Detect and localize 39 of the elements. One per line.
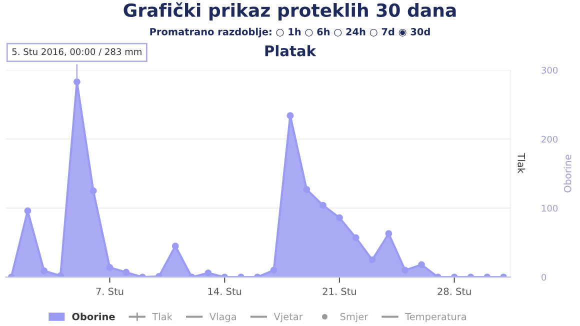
y-tick-label: 100: [542, 204, 558, 212]
text: Promatrano razdoblje: ○ 1h ○ 6h ○ 24h ○ 7d ◉ 30d: [150, 28, 430, 38]
point: [270, 266, 278, 274]
point: [418, 261, 425, 268]
point: [172, 242, 179, 250]
x-tick-label: 7. Stu: [96, 288, 124, 296]
legend-label: Vjetar: [274, 312, 303, 322]
point: [352, 234, 360, 242]
point: [336, 214, 343, 222]
point: [303, 186, 310, 193]
point: [286, 112, 294, 120]
point: [320, 202, 327, 209]
point: [90, 187, 97, 194]
y-axis-title: Oborine: [564, 154, 572, 192]
chart-title: Grafički prikaz proteklih 30 dana: [124, 2, 456, 21]
point: [40, 267, 48, 274]
legend-label: Oborine: [72, 312, 115, 320]
point: [368, 256, 376, 264]
legend-label: Vlaga: [209, 312, 236, 322]
point: [204, 269, 212, 276]
point: [24, 207, 32, 214]
point: [106, 264, 114, 271]
x-tick-label: 14. Stu: [208, 288, 242, 296]
legend-label: Smjer: [340, 312, 368, 322]
point: [402, 266, 409, 274]
x-tick-label: 28. Stu: [438, 288, 471, 296]
legend-label: Temperatura: [405, 313, 466, 322]
y-tick-label: 0: [542, 274, 546, 281]
chart-subtitle: Platak: [265, 45, 316, 56]
annotation: 5. Stu 2016, 00:00 / 283 mm: [12, 48, 142, 56]
point: [122, 268, 130, 276]
x-tick-label: 21. Stu: [322, 288, 356, 296]
y-tick-label: 200: [542, 136, 558, 143]
y-tick-label: 300: [542, 66, 558, 74]
point: [73, 78, 80, 86]
point: [385, 230, 392, 238]
point: [57, 272, 64, 278]
y2-axis-title: Tlak: [518, 153, 526, 174]
legend-label: Tlak: [152, 312, 172, 320]
